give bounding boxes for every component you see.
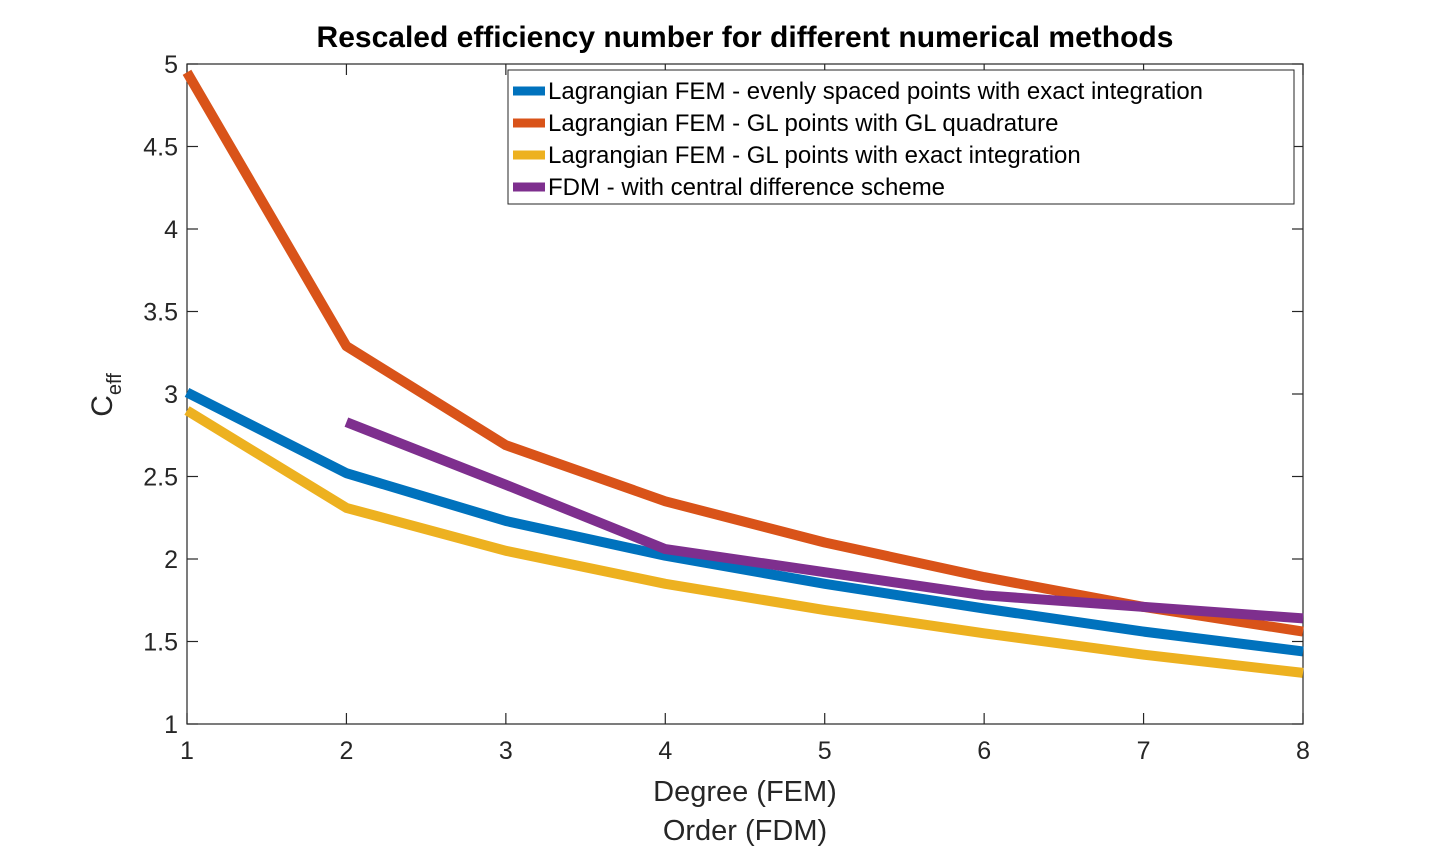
y-tick-label: 2.5 bbox=[143, 464, 178, 492]
legend-label-2: Lagrangian FEM - GL points with GL quadr… bbox=[548, 110, 1059, 137]
y-tick-label: 3 bbox=[164, 381, 178, 409]
x-tick-label: 4 bbox=[658, 737, 672, 765]
series-line-4 bbox=[344, 417, 1304, 624]
y-tick-label: 4.5 bbox=[143, 134, 178, 162]
series-line-3 bbox=[184, 406, 1304, 678]
legend: Lagrangian FEM - evenly spaced points wi… bbox=[507, 69, 1295, 205]
y-tick-label: 1 bbox=[164, 711, 178, 739]
y-tick-label: 2 bbox=[164, 546, 178, 574]
x-tick-label: 7 bbox=[1137, 737, 1151, 765]
series-line-1 bbox=[184, 387, 1304, 657]
legend-box bbox=[507, 69, 1295, 205]
y-tick-label: 3.5 bbox=[143, 299, 178, 327]
y-tick-label: 1.5 bbox=[143, 629, 178, 657]
x-tick-label: 2 bbox=[339, 737, 353, 765]
legend-label-3: Lagrangian FEM - GL points with exact in… bbox=[548, 142, 1081, 169]
x-tick-label: 6 bbox=[977, 737, 991, 765]
x-axis-label-degree: Degree (FEM) bbox=[653, 776, 837, 808]
x-axis-ticks: 1 2 3 4 5 6 7 8 bbox=[180, 64, 1310, 765]
x-tick-label: 5 bbox=[818, 737, 832, 765]
legend-label-4: FDM - with central difference scheme bbox=[548, 174, 945, 201]
x-tick-label: 3 bbox=[499, 737, 513, 765]
legend-label-1: Lagrangian FEM - evenly spaced points wi… bbox=[548, 78, 1203, 105]
y-tick-label: 5 bbox=[164, 51, 178, 79]
y-tick-label: 4 bbox=[164, 216, 178, 244]
y-axis-label: Ceff bbox=[86, 373, 126, 417]
svg-text:Ceff: Ceff bbox=[86, 373, 126, 417]
x-tick-label: 1 bbox=[180, 737, 194, 765]
y-axis-ticks: 1 1.5 2 2.5 3 3.5 4 4.5 5 bbox=[143, 51, 1303, 739]
x-axis-label-order: Order (FDM) bbox=[663, 815, 827, 847]
chart-title: Rescaled efficiency number for different… bbox=[317, 21, 1174, 54]
y-axis-label-subscript: eff bbox=[104, 373, 126, 395]
x-tick-label: 8 bbox=[1296, 737, 1310, 765]
series-lines bbox=[182, 69, 1304, 678]
y-axis-label-main: C bbox=[86, 395, 119, 417]
